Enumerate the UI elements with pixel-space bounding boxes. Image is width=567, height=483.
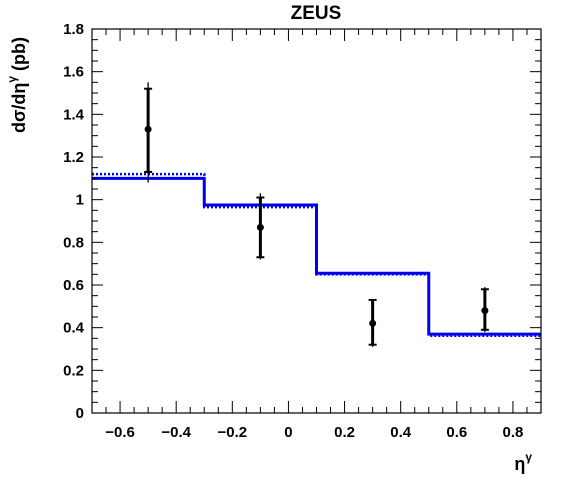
axis-ticks: 0 0.2 0.4 0.6 0.8 1 1.2 1.4 1.6 1.8 −0.6 −0.4 −0.2 0 0… — [63, 21, 542, 441]
x-tick-label: −0.2 — [218, 424, 248, 441]
x-axis-label: ηγ — [514, 450, 532, 474]
x-tick-label: −0.4 — [161, 424, 191, 441]
y-axis-label: dσ/dηγ (pb) — [5, 37, 29, 133]
data-point — [369, 319, 377, 327]
x-tick-label: 0 — [284, 424, 292, 441]
y-tick-label: 0.4 — [63, 320, 85, 337]
prediction-solid-histogram — [92, 176, 541, 336]
data-point — [481, 307, 489, 315]
prediction-dotted-histogram — [92, 172, 541, 338]
y-tick-label: 0.8 — [63, 234, 84, 251]
x-axis-label-sup: γ — [525, 450, 532, 464]
y-tick-label: 0.6 — [63, 277, 84, 294]
y-axis-label-unit: (pb) — [9, 37, 29, 76]
x-axis-label-base: η — [514, 454, 525, 474]
data-point — [144, 125, 152, 133]
series-layer — [92, 82, 541, 347]
y-tick-label: 1.8 — [63, 21, 84, 38]
y-tick-label: 1.6 — [63, 64, 84, 81]
x-tick-label: 0.8 — [503, 424, 524, 441]
y-axis-label-sup: γ — [5, 76, 19, 83]
chart-title: ZEUS — [291, 3, 342, 24]
y-tick-label: 1.2 — [63, 149, 84, 166]
x-tick-label: 0.4 — [390, 424, 412, 441]
x-tick-label: −0.6 — [105, 424, 135, 441]
y-axis-label-main: dσ/dη — [9, 83, 29, 133]
x-tick-label: 0.6 — [446, 424, 467, 441]
data-point — [256, 223, 264, 231]
y-tick-label: 1 — [76, 192, 84, 209]
x-tick-label: 0.2 — [334, 424, 355, 441]
y-tick-label: 0.2 — [63, 362, 84, 379]
y-tick-label: 1.4 — [63, 106, 85, 123]
y-tick-label: 0 — [76, 405, 84, 422]
